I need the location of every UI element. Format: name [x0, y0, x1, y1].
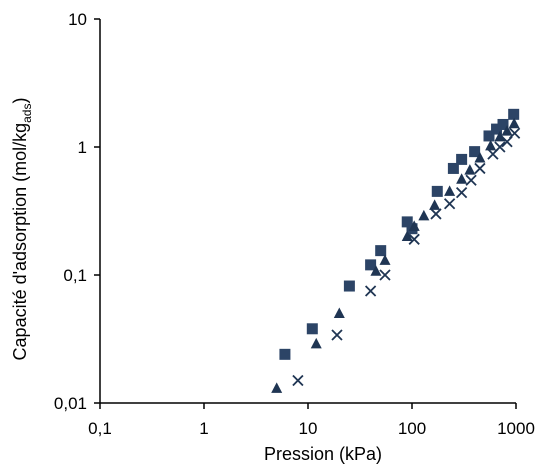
y-tick-label: 10: [68, 10, 87, 29]
x-tick-label: 100: [398, 419, 426, 438]
y-axis-title: Capacité d'adsorption (mol/kgads): [10, 98, 34, 361]
square-point: [508, 108, 520, 120]
x-point: [443, 198, 456, 210]
y-tick-label: 1: [78, 138, 87, 157]
square-point: [343, 280, 355, 292]
triangle-point: [474, 152, 486, 163]
square-point: [306, 323, 318, 335]
triangle-point: [271, 382, 283, 393]
square-point: [375, 245, 387, 257]
x-tick-label: 0,1: [88, 419, 112, 438]
x-point: [379, 269, 391, 281]
axes: [94, 18, 517, 409]
square-point: [279, 348, 291, 360]
triangle-point: [379, 254, 391, 265]
x-point: [465, 174, 477, 186]
y-tick-label: 0,1: [63, 266, 87, 285]
triangle-point: [456, 173, 468, 184]
triangle-point: [370, 265, 382, 276]
triangle-point: [485, 139, 497, 151]
x-point: [364, 285, 377, 297]
x-point: [474, 162, 486, 175]
x-tick-label: 10: [299, 419, 318, 438]
x-point: [430, 208, 442, 220]
x-point: [408, 233, 420, 245]
triangle-point: [501, 125, 513, 136]
square-point: [401, 216, 413, 228]
square-point: [447, 162, 459, 174]
square-point: [483, 130, 495, 142]
square-point: [431, 185, 443, 197]
y-axis-title-close: ): [10, 98, 30, 104]
triangle-point: [310, 337, 322, 349]
square-point: [365, 259, 377, 271]
x-axis-title: Pression (kPa): [264, 444, 382, 464]
x-tick-label: 1000: [497, 419, 535, 438]
y-axis-title-main: Capacité d'adsorption (mol/kg: [10, 123, 30, 361]
triangle-point: [464, 164, 476, 175]
triangle-point: [444, 185, 456, 196]
x-point: [331, 329, 343, 341]
series-x: [292, 127, 521, 387]
y-axis-title-sub: ads: [20, 104, 34, 123]
triangle-point: [494, 130, 506, 142]
square-point: [469, 146, 481, 158]
square-point: [497, 118, 509, 130]
square-point: [456, 153, 468, 165]
triangle-point: [429, 199, 441, 210]
series-triangle: [271, 117, 520, 393]
x-point: [494, 141, 506, 153]
square-point: [491, 123, 503, 135]
x-tick-label: 1: [199, 419, 208, 438]
x-point: [292, 374, 304, 387]
triangle-point: [508, 117, 520, 129]
triangle-point: [408, 220, 420, 231]
triangle-point: [401, 230, 413, 241]
triangle-point: [333, 307, 345, 319]
triangle-point: [418, 209, 430, 221]
series-square: [279, 108, 520, 360]
data-points: [271, 108, 521, 393]
x-point: [455, 187, 468, 199]
y-tick-label: 0,01: [54, 394, 87, 413]
x-point: [508, 127, 521, 139]
